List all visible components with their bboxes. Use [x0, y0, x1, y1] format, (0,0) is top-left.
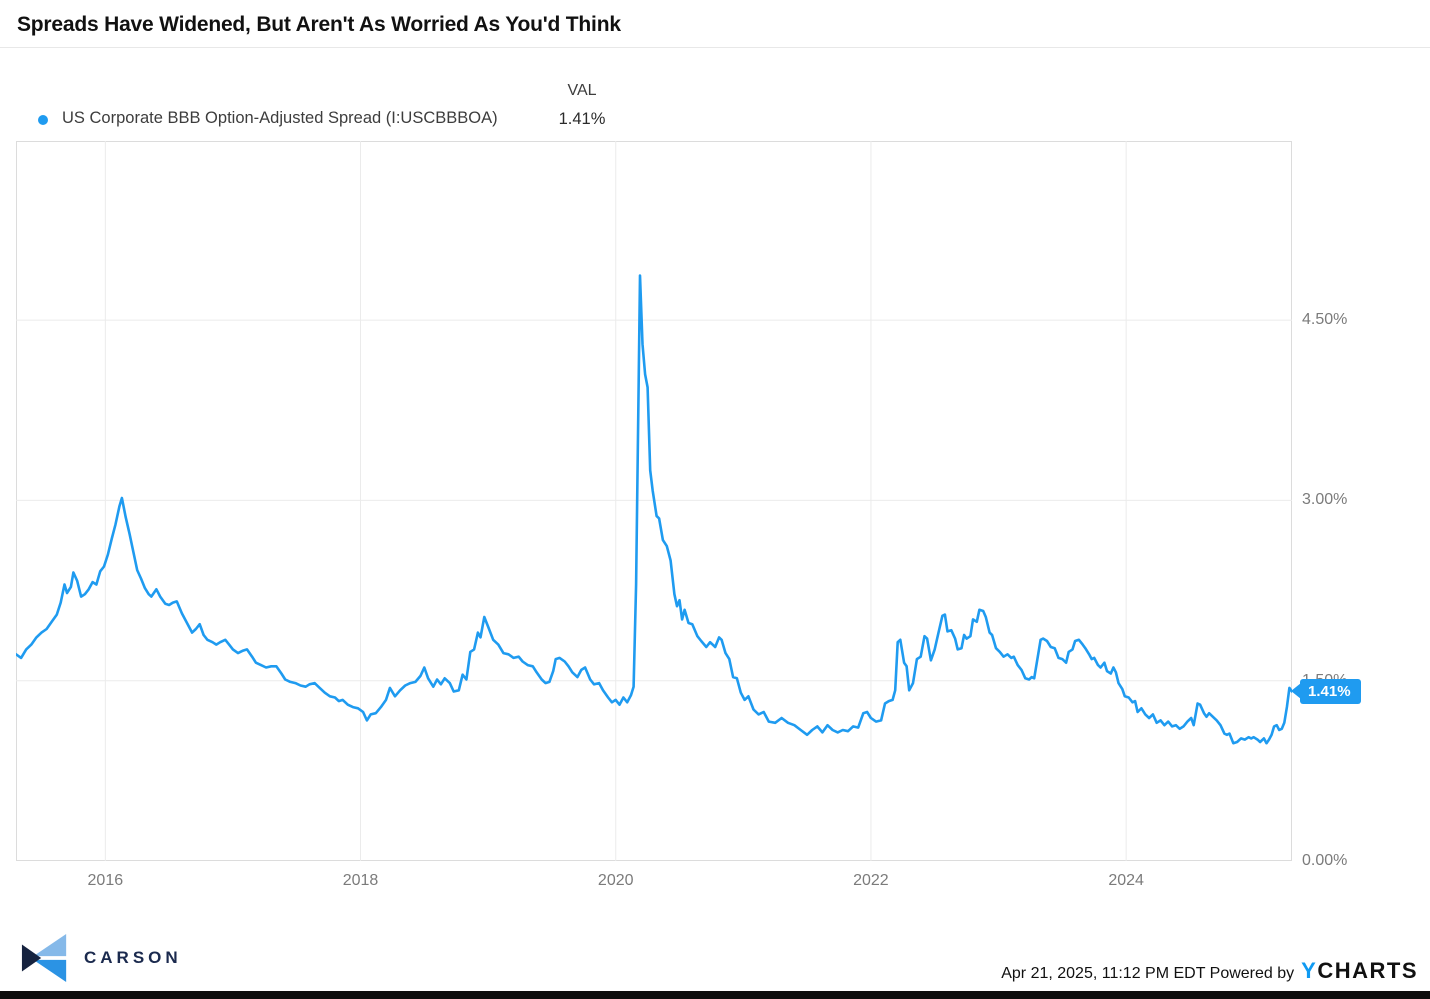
- ycharts-y-icon: Y: [1301, 958, 1318, 983]
- series-legend-label: US Corporate BBB Option-Adjusted Spread …: [62, 109, 498, 127]
- title-divider: [0, 47, 1430, 48]
- series-color-dot-icon: [38, 115, 48, 125]
- legend-value-column: VAL 1.41%: [547, 82, 617, 129]
- carson-mark-icon: [21, 933, 67, 983]
- y-axis-tick-label: 0.00%: [1302, 852, 1348, 869]
- x-axis-tick-label: 2018: [342, 872, 379, 889]
- x-axis-tick-label: 2022: [853, 872, 889, 889]
- powered-by-text: Powered by: [1209, 965, 1295, 982]
- ycharts-logo: YCHARTS: [1301, 958, 1418, 984]
- bottom-bar: [0, 991, 1430, 999]
- carson-wordmark: CARSON: [84, 948, 182, 967]
- attribution-row: Apr 21, 2025, 11:12 PM EDT Powered by YC…: [1001, 958, 1418, 984]
- x-axis-tick-label: 2020: [597, 872, 634, 889]
- x-axis-tick-label: 2016: [87, 872, 124, 889]
- val-column-header: VAL: [567, 82, 597, 99]
- carson-logo: CARSON: [20, 932, 182, 984]
- ycharts-wordmark: CHARTS: [1317, 958, 1418, 983]
- spread-line-chart[interactable]: [16, 141, 1292, 861]
- page-title: Spreads Have Widened, But Aren't As Worr…: [17, 13, 621, 36]
- current-value-badge: 1.41%: [1291, 678, 1361, 704]
- y-axis-tick-label: 3.00%: [1302, 491, 1348, 509]
- timestamp: Apr 21, 2025, 11:12 PM EDT: [1001, 965, 1206, 982]
- x-axis-tick-label: 2024: [1108, 872, 1144, 889]
- series-current-value: 1.41%: [558, 110, 606, 128]
- timestamp-text: Apr 21, 2025, 11:12 PM EDT Powered by: [1001, 965, 1294, 983]
- y-axis-tick-label: 4.50%: [1302, 311, 1348, 329]
